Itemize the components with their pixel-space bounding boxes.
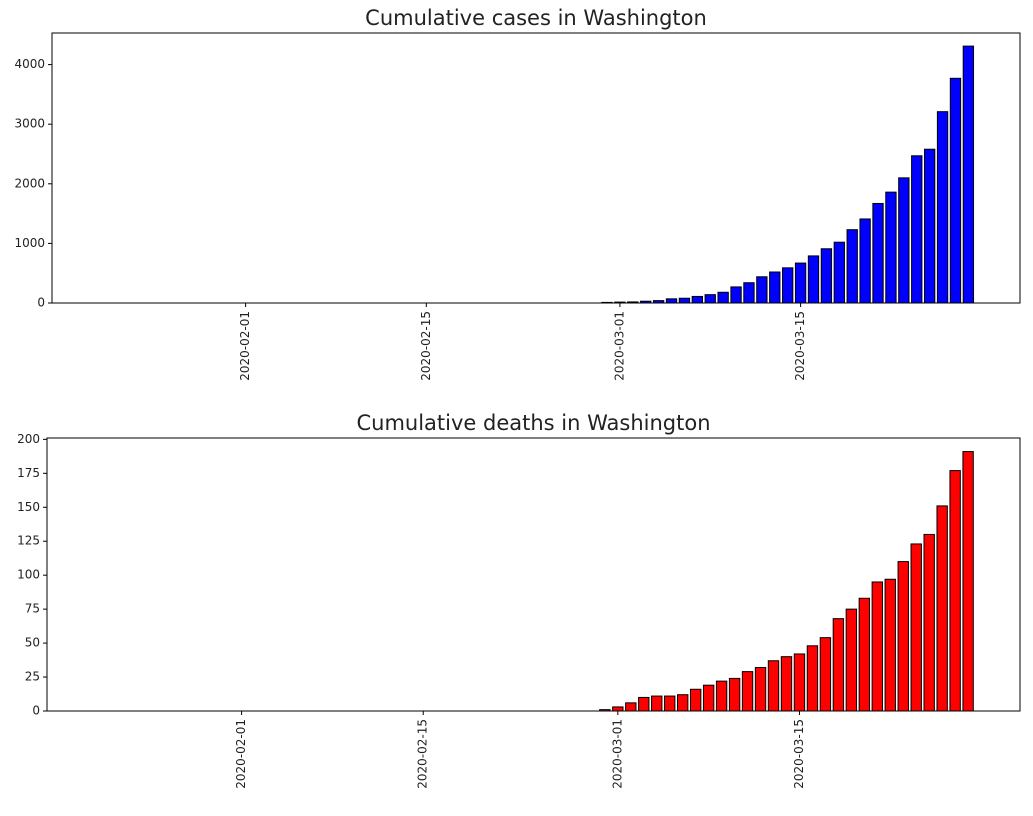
bar (625, 702, 637, 712)
x-tick-label: 2020-02-01 (234, 719, 248, 789)
x-tick-label: 2020-03-15 (792, 719, 806, 789)
y-tick-label: 175 (17, 466, 40, 480)
bar (936, 111, 949, 304)
bar (664, 695, 676, 712)
bar (962, 45, 975, 304)
y-tick-label: 0 (32, 704, 40, 718)
bar (872, 202, 884, 304)
bar (923, 533, 935, 712)
y-tick-label: 125 (17, 534, 40, 548)
bar (689, 688, 702, 712)
bar (793, 653, 806, 712)
bar (678, 297, 691, 304)
bar (717, 291, 729, 304)
bar (754, 667, 767, 712)
y-tick-label: 200 (17, 432, 40, 446)
bar (923, 148, 936, 304)
y-tick-label: 50 (25, 636, 40, 650)
bar (858, 597, 871, 712)
y-tick-label: 75 (25, 602, 40, 616)
bar (638, 696, 650, 712)
y-tick-label: 0 (37, 296, 45, 310)
y-tick-label: 100 (17, 568, 40, 582)
y-tick-label: 150 (17, 500, 40, 514)
bar (769, 271, 781, 304)
bar (691, 295, 703, 304)
bar (845, 608, 858, 712)
bar (859, 218, 871, 304)
x-tick-label: 2020-03-01 (610, 719, 624, 789)
bar (677, 694, 689, 712)
bar (728, 677, 741, 712)
bar (871, 581, 883, 712)
bar (665, 298, 678, 304)
bar (741, 671, 754, 712)
bar (767, 660, 780, 712)
bar (949, 77, 962, 304)
bar (884, 578, 896, 712)
bar (846, 229, 858, 304)
bar (704, 294, 716, 304)
bar (898, 177, 910, 304)
y-tick-label: 25 (25, 670, 40, 684)
y-tick-label: 3000 (14, 117, 45, 131)
bar (949, 470, 961, 712)
bar (819, 637, 832, 712)
bar (910, 543, 922, 712)
axes-frame (51, 32, 1021, 304)
x-tick-label: 2020-02-15 (416, 719, 430, 789)
x-tick-label: 2020-02-01 (238, 311, 252, 381)
bar (806, 645, 819, 712)
bar (612, 706, 624, 712)
bar (962, 451, 974, 712)
bar (782, 267, 794, 304)
bar (715, 680, 728, 712)
y-tick-label: 4000 (14, 57, 45, 71)
bar (936, 505, 948, 712)
bar (897, 561, 909, 712)
bar (794, 262, 807, 304)
bar (756, 276, 768, 304)
x-tick-label: 2020-02-15 (419, 311, 433, 381)
chart-title: Cumulative deaths in Washington (356, 411, 710, 435)
bar (743, 282, 755, 304)
bar (807, 255, 820, 304)
bar (911, 155, 923, 304)
x-tick-label: 2020-03-01 (612, 311, 626, 381)
y-tick-label: 1000 (14, 236, 45, 250)
bar (651, 695, 663, 712)
x-tick-label: 2020-03-15 (793, 311, 807, 381)
bar (833, 241, 845, 304)
bar (832, 618, 845, 712)
bar (885, 191, 897, 304)
axes-frame (46, 437, 1021, 712)
bar (702, 684, 715, 712)
y-tick-label: 2000 (14, 176, 45, 190)
bar (780, 656, 793, 712)
bar (730, 286, 742, 304)
chart-title: Cumulative cases in Washington (365, 6, 707, 30)
bar (820, 248, 833, 304)
